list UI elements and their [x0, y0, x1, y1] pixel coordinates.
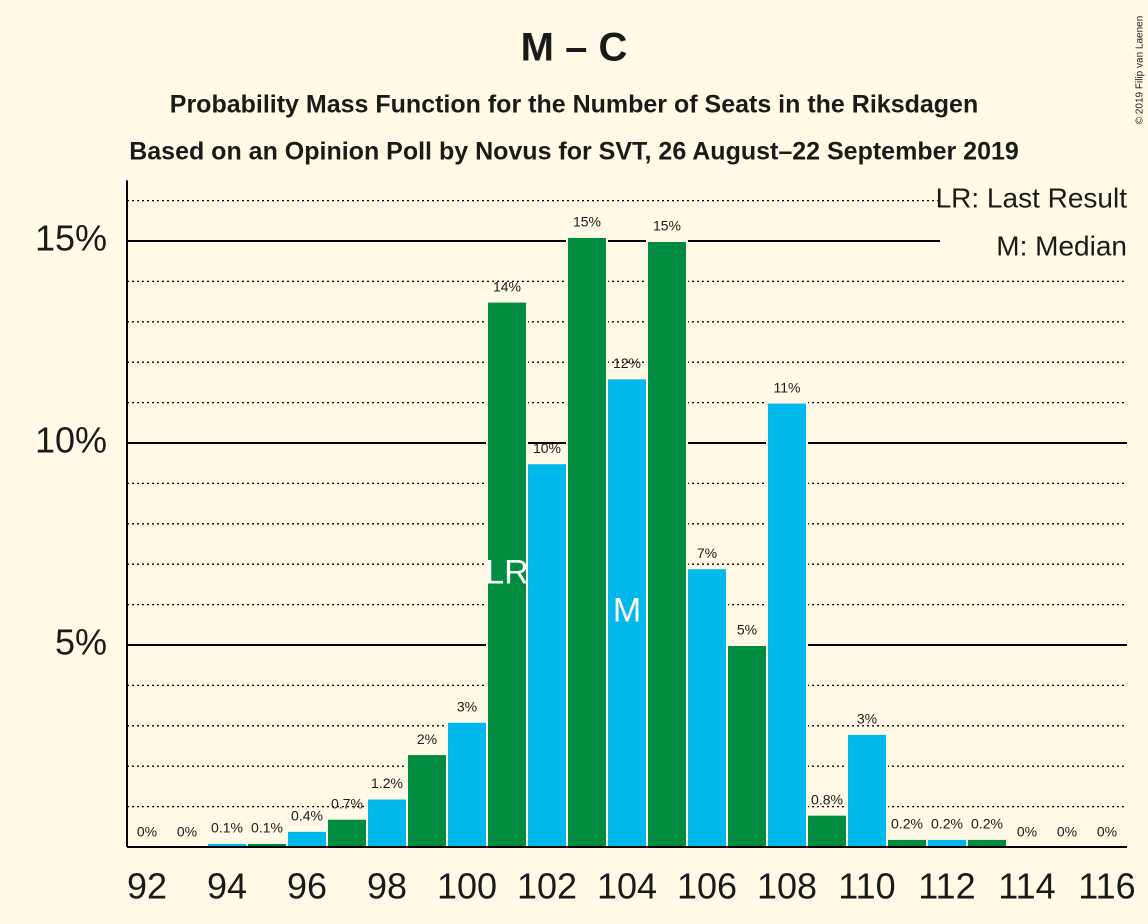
- subtitle: Based on an Opinion Poll by Novus for SV…: [129, 138, 1019, 166]
- y-tick-label: 15%: [35, 218, 107, 259]
- bar: [846, 732, 888, 849]
- value-label: 0%: [177, 824, 197, 840]
- bar: [886, 837, 928, 848]
- x-tick-label: 116: [1078, 866, 1135, 907]
- value-label: 0.2%: [971, 816, 1003, 832]
- value-label: 5%: [737, 622, 757, 638]
- value-label: 12%: [613, 355, 641, 371]
- bar-marker: M: [613, 592, 641, 630]
- x-tick-label: 108: [757, 866, 817, 907]
- y-tick-label: 10%: [35, 420, 107, 461]
- bar: [926, 837, 968, 848]
- value-label: 0.2%: [931, 816, 963, 832]
- value-label: 3%: [857, 711, 877, 727]
- bar: [526, 462, 568, 848]
- value-label: 0%: [137, 824, 157, 840]
- x-tick-label: 94: [207, 866, 247, 907]
- bar: [966, 837, 1008, 848]
- x-tick-label: 100: [437, 866, 497, 907]
- y-tick-label: 5%: [55, 622, 107, 663]
- bar: [646, 240, 688, 848]
- bar: [326, 817, 368, 848]
- x-tick-label: 114: [998, 866, 1055, 907]
- x-tick-label: 110: [838, 866, 895, 907]
- value-label: 0%: [1097, 824, 1117, 840]
- value-label: 0.1%: [211, 820, 243, 836]
- value-label: 2%: [417, 731, 437, 747]
- value-label: 0.4%: [291, 808, 323, 824]
- value-label: 15%: [653, 218, 681, 234]
- value-label: 0.8%: [811, 791, 843, 807]
- bar: [726, 644, 768, 848]
- value-label: 15%: [573, 214, 601, 230]
- bar: [806, 813, 848, 848]
- copyright: © 2019 Filip van Laenen: [1135, 16, 1146, 125]
- bar: [566, 235, 608, 848]
- bar: [366, 797, 408, 849]
- x-tick-label: 98: [367, 866, 407, 907]
- bar: [406, 753, 448, 849]
- chart-title: M – C: [521, 26, 628, 70]
- value-label: 7%: [697, 545, 717, 561]
- value-label: 0%: [1017, 824, 1037, 840]
- bar: [766, 401, 808, 848]
- bar: [686, 567, 728, 848]
- bar: [606, 377, 648, 848]
- x-tick-label: 106: [677, 866, 737, 907]
- subtitle: Probability Mass Function for the Number…: [170, 91, 978, 119]
- value-label: 3%: [457, 698, 477, 714]
- x-tick-label: 92: [127, 866, 167, 907]
- value-label: 11%: [774, 379, 801, 395]
- bar: [286, 829, 328, 849]
- legend-bg: [940, 180, 1128, 220]
- x-tick-label: 112: [918, 866, 975, 907]
- value-label: 0.1%: [251, 820, 283, 836]
- bar-marker: LR: [485, 553, 528, 591]
- value-label: 0.2%: [891, 816, 923, 832]
- value-label: 0.7%: [331, 795, 363, 811]
- legend-entry: M: Median: [996, 230, 1127, 261]
- legend-bg: [940, 228, 1128, 268]
- x-tick-label: 104: [597, 866, 657, 907]
- x-tick-label: 102: [517, 866, 577, 907]
- value-label: 0%: [1057, 824, 1077, 840]
- value-label: 10%: [533, 440, 561, 456]
- legend-entry: LR: Last Result: [936, 182, 1128, 213]
- value-label: 1.2%: [371, 775, 403, 791]
- x-tick-label: 96: [287, 866, 327, 907]
- bar: [446, 720, 488, 849]
- value-label: 14%: [493, 278, 521, 294]
